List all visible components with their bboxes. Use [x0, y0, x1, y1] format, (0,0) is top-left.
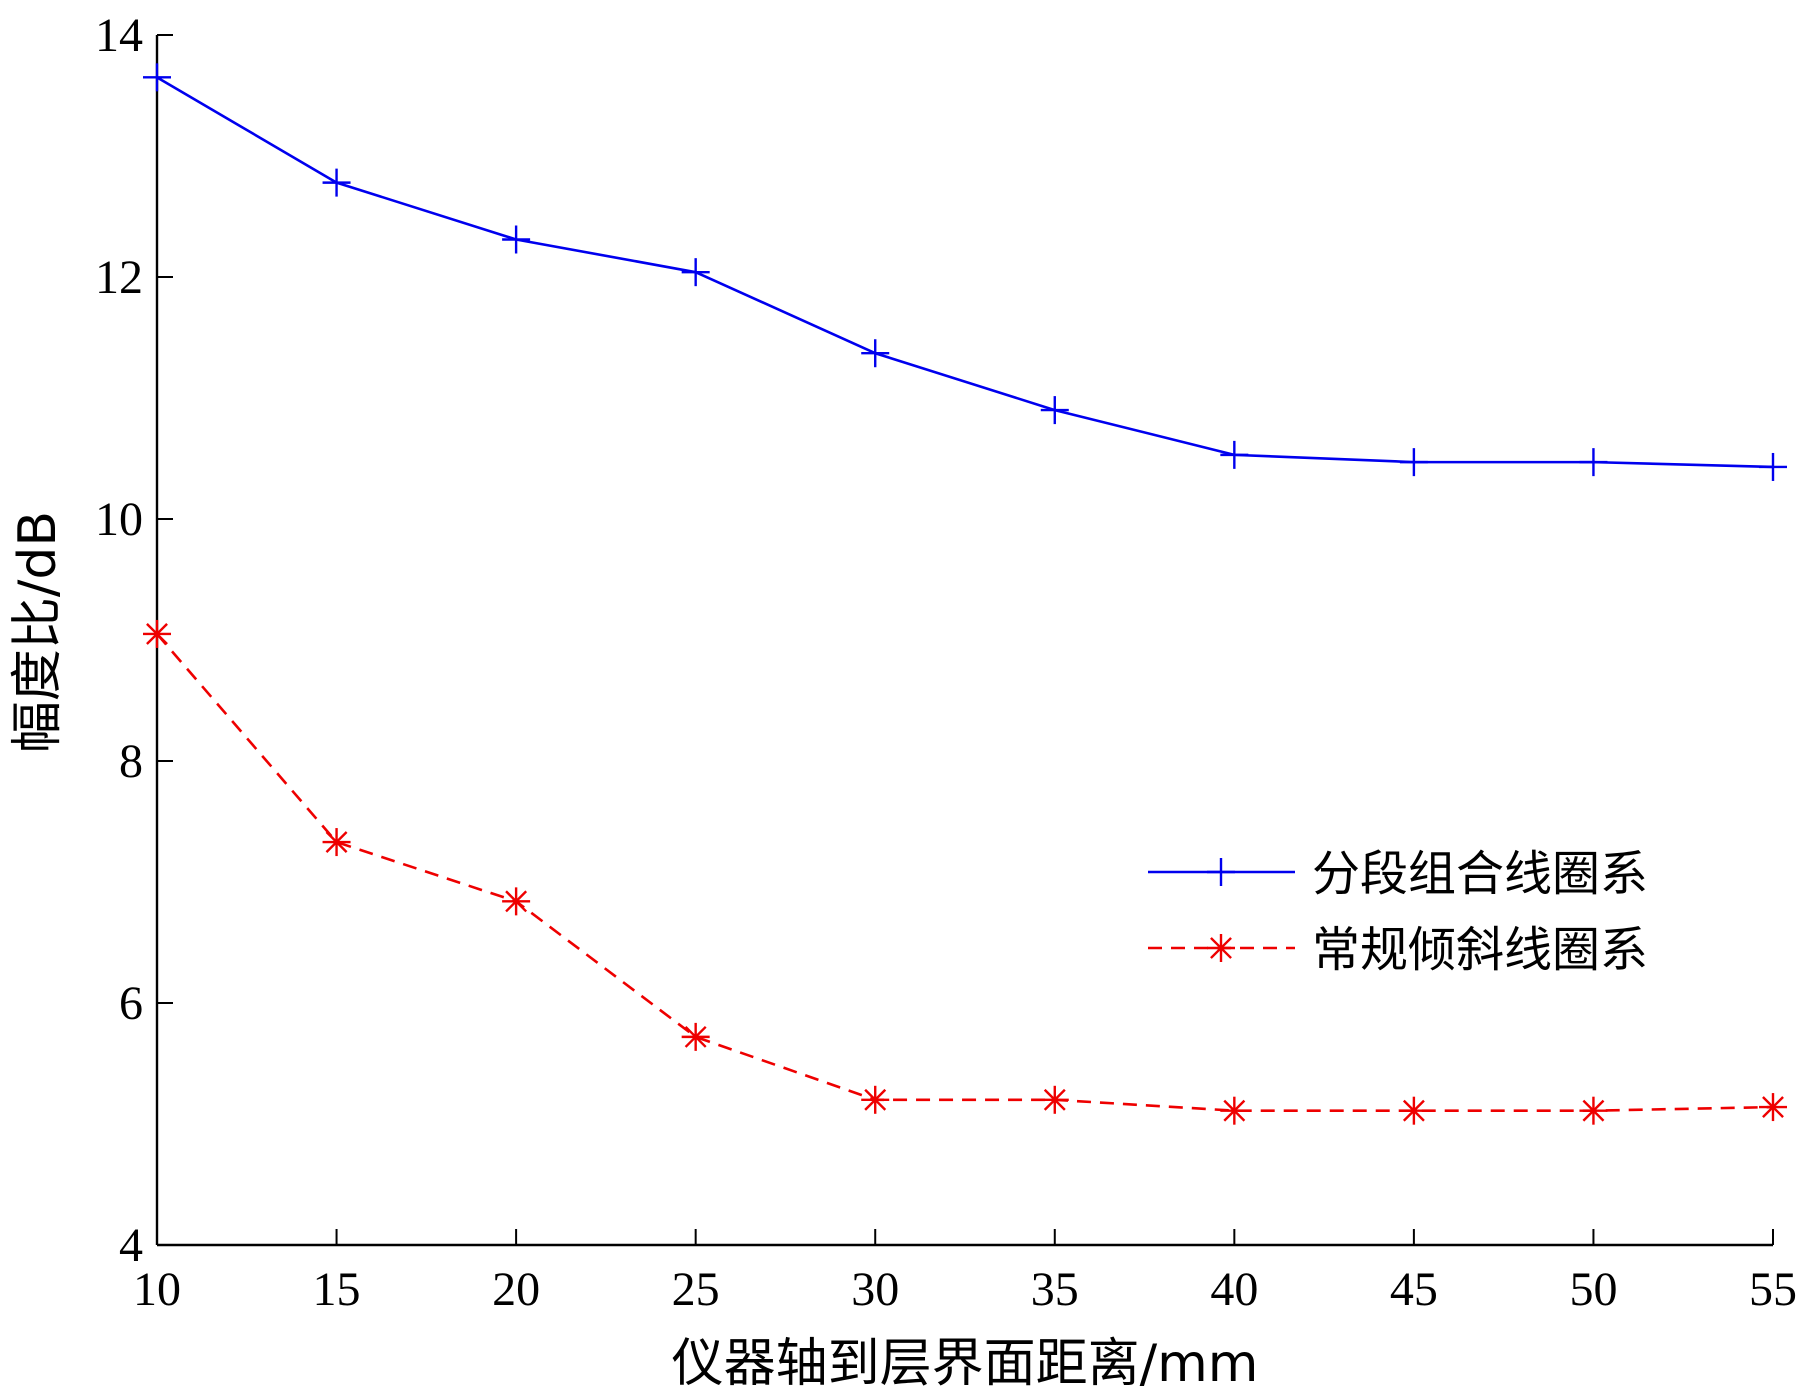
legend-label-series-2: 常规倾斜线圈系: [1312, 922, 1648, 978]
data-point: [502, 887, 531, 916]
y-tick-label: 14: [95, 9, 143, 62]
data-point: [143, 619, 171, 648]
data-point: [322, 168, 351, 197]
axis-ticks: 10 15 20 25 30 35 40 45 50 55 4 6 8 10 12 14: [95, 9, 1797, 1316]
legend-marker-glyph: [1207, 934, 1235, 962]
x-tick-label: 20: [492, 1263, 540, 1316]
x-tick-label: 40: [1210, 1263, 1258, 1316]
series-line-2: [156, 633, 1774, 1112]
series-1: [143, 63, 1787, 481]
data-point: [1759, 1093, 1787, 1122]
y-tick-label: 4: [119, 1219, 143, 1272]
axes: [155, 35, 1773, 1247]
x-tick-label: 50: [1569, 1263, 1617, 1316]
x-tick-label: 45: [1390, 1263, 1438, 1316]
y-axis-title: 幅度比/dB: [8, 511, 68, 753]
x-tick-label: 25: [672, 1263, 720, 1316]
data-point: [861, 1085, 890, 1114]
data-point: [1040, 396, 1069, 425]
series-2: [143, 619, 1787, 1125]
y-tick-label: 12: [95, 251, 143, 304]
data-point: [322, 828, 351, 857]
data-point: [502, 225, 531, 254]
y-tick-label: 6: [119, 977, 143, 1030]
y-tick-label: 8: [119, 735, 143, 788]
data-point: [1399, 448, 1428, 477]
data-point: [1759, 452, 1787, 481]
series-line-1: [156, 76, 1774, 469]
x-tick-label: 35: [1031, 1263, 1079, 1316]
x-tick-label: 15: [313, 1263, 361, 1316]
data-point: [1220, 440, 1249, 469]
x-tick-label: 30: [851, 1263, 899, 1316]
x-axis-title: 仪器轴到层界面距离/mm: [672, 1334, 1259, 1394]
legend-marker-series-2: [1207, 934, 1235, 962]
data-point: [861, 339, 890, 368]
data-point: [1579, 1096, 1608, 1125]
data-point: [1579, 448, 1608, 477]
legend-marker-glyph: [1207, 858, 1235, 886]
series-layer: [143, 63, 1787, 1125]
legend: 分段组合线圈系 常规倾斜线圈系: [1148, 846, 1648, 978]
data-point: [1399, 1096, 1428, 1125]
data-point: [1040, 1085, 1069, 1114]
legend-label-series-1: 分段组合线圈系: [1312, 846, 1648, 902]
x-tick-label: 10: [133, 1263, 181, 1316]
legend-marker-series-1: [1207, 858, 1235, 886]
data-point: [681, 258, 710, 287]
data-point: [681, 1022, 710, 1051]
data-point: [1220, 1096, 1249, 1125]
data-point: [143, 63, 171, 92]
x-tick-label: 55: [1749, 1263, 1797, 1316]
y-tick-label: 10: [95, 493, 143, 546]
